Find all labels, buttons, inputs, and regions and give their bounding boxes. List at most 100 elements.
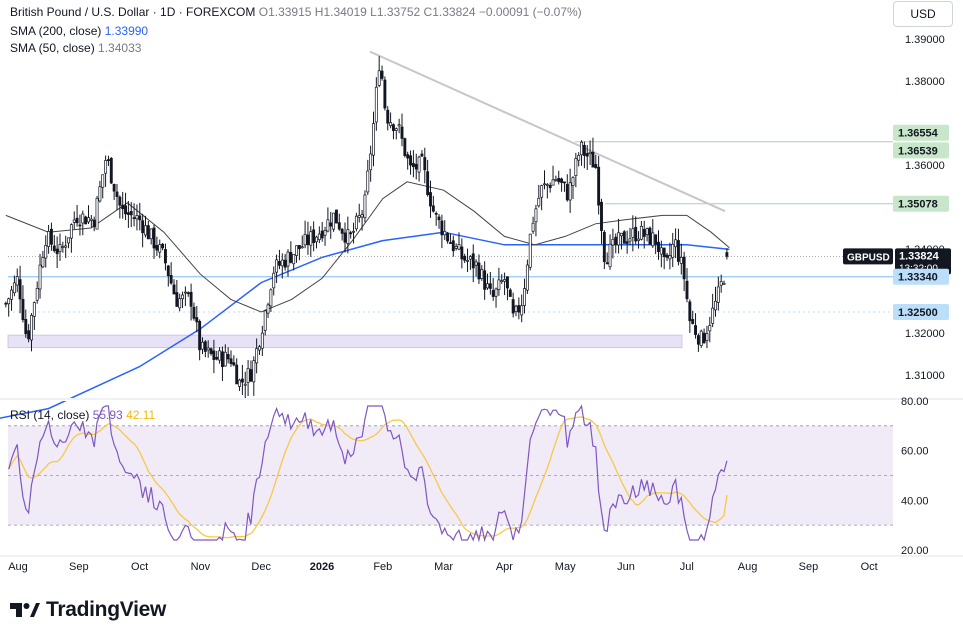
candle [691, 310, 695, 325]
candle-body [466, 260, 469, 262]
candle-body [380, 70, 384, 79]
candle [511, 292, 515, 318]
candle [275, 254, 279, 284]
candle [289, 241, 293, 264]
candle [109, 157, 113, 185]
rsi-axis-tick: 60.00 [901, 446, 929, 458]
candle [448, 233, 452, 244]
candle [397, 118, 401, 134]
tradingview-logo[interactable]: TradingView [10, 598, 166, 622]
candle-body [155, 245, 159, 251]
candle [112, 183, 116, 201]
candle [15, 268, 19, 293]
candle-body [277, 261, 281, 266]
candle-body [637, 238, 640, 241]
candle-body [149, 228, 153, 240]
candle [98, 180, 102, 203]
candle [671, 232, 675, 268]
candle [468, 255, 472, 270]
price-label-1.36554: 1.36554 [893, 124, 949, 141]
candle-body [454, 246, 458, 249]
candle-body [511, 299, 515, 314]
candle [258, 344, 261, 355]
candle-body [497, 279, 501, 290]
candle-body [477, 262, 481, 280]
currency-button[interactable]: USD [893, 1, 953, 27]
candle [483, 261, 487, 300]
trendline [369, 50, 726, 213]
candle [520, 294, 524, 323]
candle [608, 234, 612, 270]
candle-body [95, 198, 99, 230]
candle [389, 112, 393, 129]
candle-body [457, 244, 461, 250]
candle-body [198, 321, 202, 351]
candle [622, 230, 626, 244]
candle-body [246, 368, 250, 383]
price-axis-tick: 1.38000 [905, 76, 945, 88]
candle [61, 241, 65, 253]
candle [30, 313, 33, 352]
sma50-label: SMA (50, close) [10, 41, 95, 55]
rsi-axis-tick: 80.00 [901, 396, 929, 408]
candle [725, 248, 729, 260]
candle-body [369, 153, 373, 171]
candle-body [434, 213, 438, 215]
candle [446, 232, 450, 244]
candle [141, 213, 145, 248]
candle-body [192, 306, 196, 319]
candle-body [295, 245, 298, 256]
candle-body [92, 219, 96, 228]
candle-body [562, 181, 566, 184]
candle [87, 205, 90, 224]
candle [471, 244, 475, 283]
candle-body [517, 305, 521, 313]
candle-body [163, 249, 167, 264]
candle [577, 152, 581, 167]
candle [420, 150, 424, 157]
symbol-legend[interactable]: British Pound / U.S. Dollar · 1D · FOREX… [10, 5, 582, 19]
rsi-legend[interactable]: RSI (14, close) 55.93 42.11 [10, 408, 155, 422]
candle-body [722, 282, 726, 285]
candle-body [397, 124, 401, 127]
candle-body [448, 242, 452, 244]
sma50-legend[interactable]: SMA (50, close) 1.34033 [10, 41, 141, 55]
candle-body [665, 254, 669, 258]
candle [132, 203, 136, 227]
candle [711, 293, 715, 328]
candle [597, 155, 601, 215]
candle [263, 309, 267, 336]
candle [619, 232, 623, 250]
candle-body [255, 348, 259, 364]
candle-body [72, 219, 76, 223]
candle-body [104, 160, 108, 174]
price-label-1.36539: 1.36539 [893, 142, 949, 159]
price-label-1.32500: 1.32500 [893, 304, 949, 320]
candle [4, 301, 8, 308]
x-axis-tick: Nov [191, 561, 211, 573]
candle-body [708, 325, 712, 332]
rsi-pane[interactable] [8, 404, 893, 543]
candle [488, 271, 492, 295]
candle [648, 226, 652, 246]
candle [349, 230, 353, 239]
candle-body [101, 174, 105, 188]
candle-body [297, 245, 301, 250]
candle [101, 174, 105, 199]
candle-body [292, 254, 296, 265]
sma200-legend[interactable]: SMA (200, close) 1.33990 [10, 24, 148, 38]
price-pane[interactable] [0, 50, 963, 426]
x-axis-tick: Apr [496, 561, 513, 573]
candle-body [582, 144, 586, 156]
candle-body [545, 184, 549, 186]
candle-body [269, 289, 273, 307]
candle [674, 228, 678, 259]
candle-body [286, 251, 290, 267]
candle-body [460, 246, 464, 260]
candle-body [64, 245, 68, 248]
candle-body [403, 138, 407, 156]
candle [49, 222, 53, 251]
candle [611, 228, 615, 259]
candle-body [232, 362, 236, 366]
